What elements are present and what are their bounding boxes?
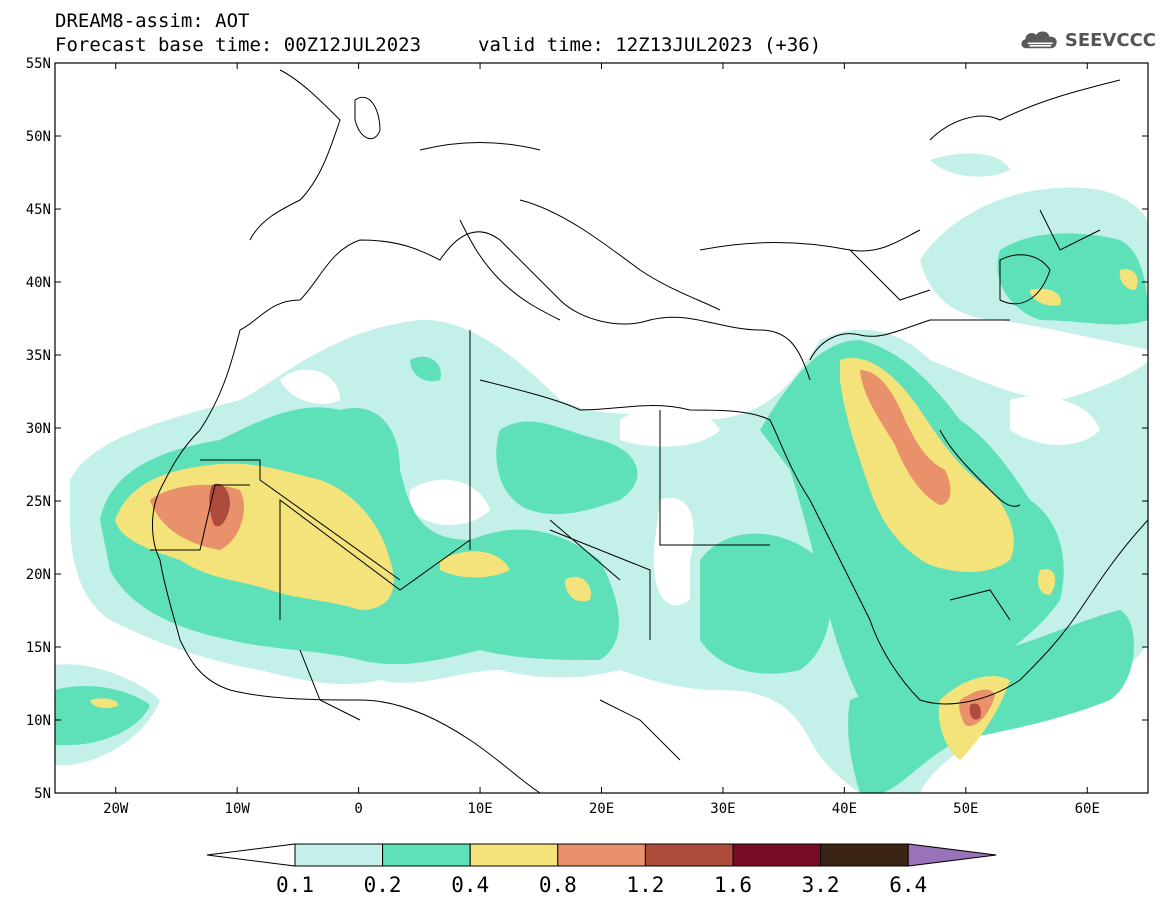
colorbar-label: 1.2	[626, 873, 664, 897]
cloud-icon	[1021, 31, 1057, 49]
lon-tick-label: 20W	[103, 801, 129, 817]
colorbar-label: 6.4	[889, 873, 927, 897]
lon-tick-label: 60E	[1075, 801, 1100, 817]
logo-text: SEEVCCC	[1064, 29, 1156, 51]
aot-field	[55, 153, 1148, 793]
lon-tick-label: 10W	[225, 801, 251, 817]
coastlines	[150, 69, 1148, 793]
seevccc-logo: SEEVCCC	[1018, 22, 1156, 58]
colorbar-label: 0.1	[276, 873, 314, 897]
colorbar-swatch	[732, 843, 822, 867]
lat-tick-label: 25N	[26, 494, 51, 510]
lat-tick-label: 30N	[26, 421, 51, 437]
colorbar-swatch	[557, 843, 646, 867]
lat-tick-label: 5N	[34, 786, 51, 802]
lon-tick-label: 30E	[710, 801, 735, 817]
lon-tick-label: 40E	[832, 801, 857, 817]
lat-tick-label: 50N	[26, 129, 51, 145]
lon-tick-label: 0	[354, 801, 362, 817]
colorbar-label: 0.4	[451, 873, 489, 897]
lat-tick-label: 10N	[26, 713, 51, 729]
colorbar-label: 0.2	[364, 873, 402, 897]
colorbar-swatch	[469, 843, 559, 867]
colorbar-label: 0.8	[539, 873, 577, 897]
lon-tick-label: 50E	[953, 801, 978, 817]
colorbar: 0.1 0.2 0.4 0.8 1.2 1.6 3.2 6.4	[206, 843, 997, 897]
longitude-axis: 20W 10W 0 10E 20E 30E 40E 50E 60E	[103, 63, 1100, 817]
aot-below-threshold	[280, 369, 1100, 606]
lat-tick-label: 15N	[26, 640, 51, 656]
forecast-base-time: Forecast base time: 00Z12JUL2023	[55, 34, 422, 56]
colorbar-swatch	[382, 843, 471, 867]
colorbar-label: 3.2	[802, 873, 840, 897]
aot-level-1-2	[209, 483, 981, 720]
colorbar-under-triangle	[206, 843, 296, 867]
lat-tick-label: 40N	[26, 275, 51, 291]
colorbar-label: 1.6	[714, 873, 752, 897]
lon-tick-label: 10E	[467, 801, 492, 817]
lat-tick-label: 20N	[26, 567, 51, 583]
lon-tick-label: 20E	[589, 801, 614, 817]
map-title: DREAM8-assim: AOT	[55, 10, 250, 32]
colorbar-swatch	[820, 843, 909, 867]
latitude-axis: 55N 50N 45N 40N 35N 30N 25N 20N 15N 10N 5N	[26, 56, 1148, 802]
valid-time: valid time: 12Z13JUL2023 (+36)	[478, 34, 822, 56]
lat-tick-label: 55N	[26, 56, 51, 72]
lat-tick-label: 45N	[26, 202, 51, 218]
colorbar-swatch	[294, 843, 384, 867]
lat-tick-label: 35N	[26, 348, 51, 364]
colorbar-over-triangle	[907, 843, 997, 867]
colorbar-swatch	[644, 843, 734, 867]
